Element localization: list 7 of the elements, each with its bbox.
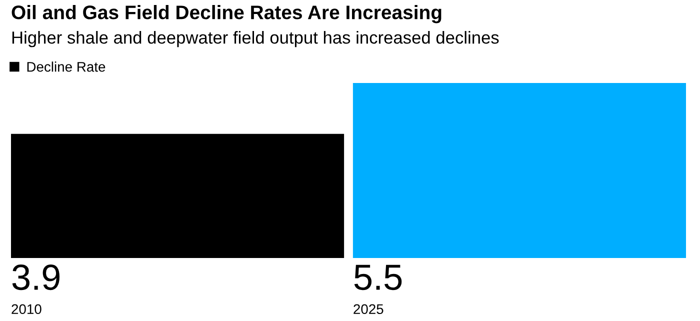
legend-label: Decline Rate: [27, 62, 106, 72]
x-tick-label: 2010: [12, 304, 42, 314]
data-label: 3.9: [12, 264, 60, 290]
chart-title: Oil and Gas Field Decline Rates Are Increasing: [12, 5, 442, 24]
x-tick-label: 2025: [354, 304, 384, 314]
data-label: 5.5: [354, 264, 402, 290]
chart-subtitle: Higher shale and deepwater field output has increased declines: [12, 31, 499, 48]
